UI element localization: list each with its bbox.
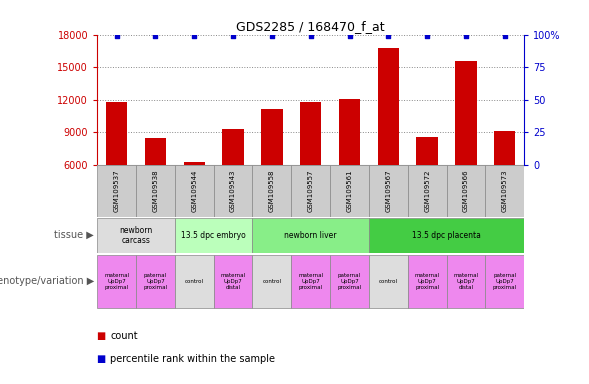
- Text: newborn liver: newborn liver: [284, 231, 337, 240]
- Bar: [494, 131, 515, 165]
- Bar: [416, 137, 438, 165]
- FancyBboxPatch shape: [330, 255, 369, 308]
- Point: [267, 33, 277, 39]
- Text: GSM109543: GSM109543: [230, 170, 236, 212]
- Text: control: control: [379, 279, 398, 284]
- Point: [229, 33, 238, 39]
- Bar: [223, 129, 244, 165]
- FancyBboxPatch shape: [136, 165, 175, 217]
- Bar: [184, 162, 205, 165]
- FancyBboxPatch shape: [136, 255, 175, 308]
- FancyBboxPatch shape: [408, 255, 446, 308]
- Text: maternal
UpDp7
distal: maternal UpDp7 distal: [454, 273, 478, 290]
- Text: control: control: [262, 279, 282, 284]
- Text: maternal
UpDp7
proximal: maternal UpDp7 proximal: [415, 273, 440, 290]
- FancyBboxPatch shape: [97, 255, 136, 308]
- FancyBboxPatch shape: [175, 255, 214, 308]
- Bar: [378, 48, 399, 165]
- Text: control: control: [185, 279, 204, 284]
- Text: ■: ■: [97, 354, 110, 364]
- FancyBboxPatch shape: [175, 165, 214, 217]
- FancyBboxPatch shape: [253, 255, 292, 308]
- Text: paternal
UpDp7
proximal: paternal UpDp7 proximal: [493, 273, 517, 290]
- Point: [422, 33, 432, 39]
- FancyBboxPatch shape: [292, 255, 330, 308]
- FancyBboxPatch shape: [292, 165, 330, 217]
- Text: GSM109538: GSM109538: [153, 170, 158, 212]
- FancyBboxPatch shape: [369, 218, 524, 253]
- Text: GSM109537: GSM109537: [114, 170, 120, 212]
- FancyBboxPatch shape: [485, 255, 524, 308]
- Text: tissue ▶: tissue ▶: [55, 230, 94, 240]
- Text: GSM109572: GSM109572: [424, 170, 430, 212]
- Text: ■: ■: [97, 331, 110, 341]
- Text: maternal
UpDp7
proximal: maternal UpDp7 proximal: [104, 273, 129, 290]
- FancyBboxPatch shape: [214, 165, 253, 217]
- FancyBboxPatch shape: [97, 165, 136, 217]
- Point: [345, 33, 354, 39]
- Point: [500, 33, 509, 39]
- FancyBboxPatch shape: [214, 255, 253, 308]
- Text: genotype/variation ▶: genotype/variation ▶: [0, 276, 94, 286]
- Point: [306, 33, 316, 39]
- FancyBboxPatch shape: [97, 218, 175, 253]
- Point: [461, 33, 471, 39]
- FancyBboxPatch shape: [446, 255, 485, 308]
- Point: [190, 33, 199, 39]
- Text: GSM109558: GSM109558: [269, 170, 275, 212]
- Text: 13.5 dpc embryo: 13.5 dpc embryo: [181, 231, 246, 240]
- Text: paternal
UpDp7
proximal: paternal UpDp7 proximal: [337, 273, 362, 290]
- Text: GSM109557: GSM109557: [307, 170, 314, 212]
- FancyBboxPatch shape: [330, 165, 369, 217]
- Title: GDS2285 / 168470_f_at: GDS2285 / 168470_f_at: [236, 20, 385, 33]
- Text: GSM109566: GSM109566: [463, 170, 469, 212]
- FancyBboxPatch shape: [446, 165, 485, 217]
- Bar: [106, 102, 127, 165]
- FancyBboxPatch shape: [485, 165, 524, 217]
- Text: percentile rank within the sample: percentile rank within the sample: [110, 354, 275, 364]
- Bar: [261, 109, 283, 165]
- Text: maternal
UpDp7
distal: maternal UpDp7 distal: [220, 273, 246, 290]
- FancyBboxPatch shape: [253, 165, 292, 217]
- Text: 13.5 dpc placenta: 13.5 dpc placenta: [412, 231, 481, 240]
- Bar: [300, 102, 322, 165]
- Point: [383, 33, 393, 39]
- Text: paternal
UpDp7
proximal: paternal UpDp7 proximal: [143, 273, 167, 290]
- FancyBboxPatch shape: [408, 165, 446, 217]
- Text: GSM109573: GSM109573: [502, 170, 508, 212]
- Bar: [455, 61, 477, 165]
- Text: GSM109544: GSM109544: [191, 170, 197, 212]
- Bar: [339, 99, 360, 165]
- Text: maternal
UpDp7
proximal: maternal UpDp7 proximal: [298, 273, 323, 290]
- FancyBboxPatch shape: [175, 218, 253, 253]
- Text: GSM109561: GSM109561: [346, 170, 353, 212]
- Bar: [145, 138, 166, 165]
- Text: newborn
carcass: newborn carcass: [120, 225, 153, 245]
- Text: GSM109567: GSM109567: [385, 170, 391, 212]
- FancyBboxPatch shape: [369, 255, 408, 308]
- Text: count: count: [110, 331, 138, 341]
- FancyBboxPatch shape: [369, 165, 408, 217]
- Point: [151, 33, 160, 39]
- Point: [112, 33, 121, 39]
- FancyBboxPatch shape: [253, 218, 369, 253]
